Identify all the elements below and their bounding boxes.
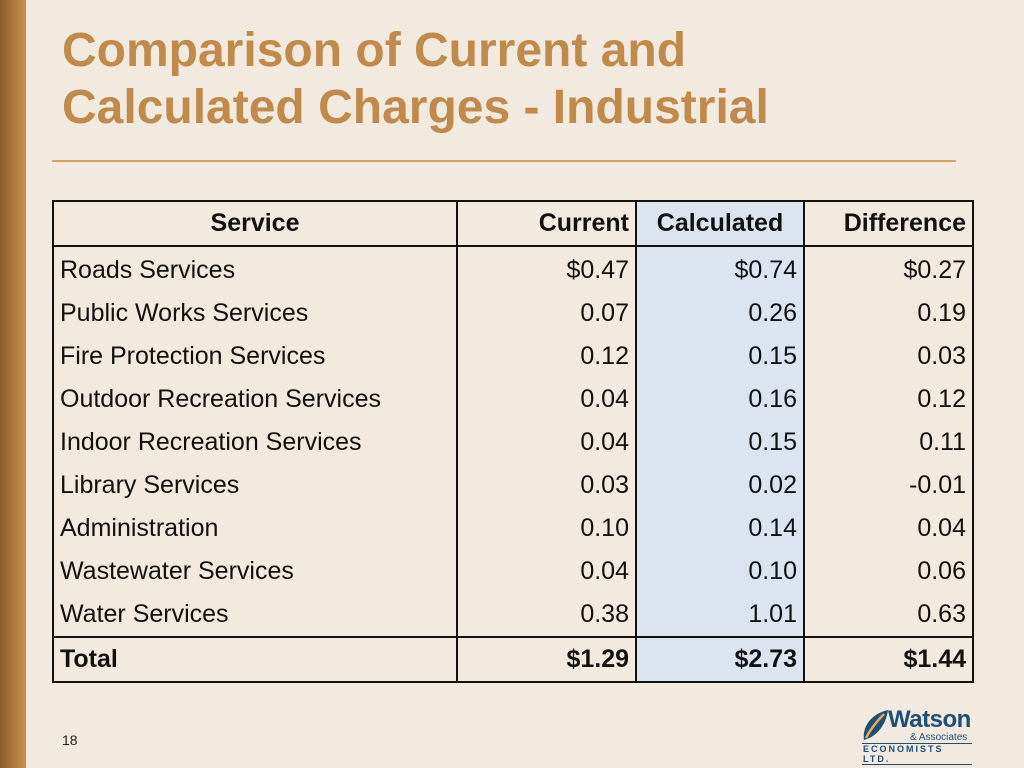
current-cell: $0.47 [456, 246, 637, 292]
header-calculated: Calculated [635, 200, 805, 247]
calculated-cell: 0.26 [635, 292, 805, 335]
header-difference: Difference [803, 200, 974, 247]
calculated-cell: 0.14 [635, 507, 805, 550]
difference-cell: 0.19 [803, 292, 974, 335]
difference-cell: 0.06 [803, 550, 974, 593]
current-cell: 0.12 [456, 335, 637, 378]
service-cell: Outdoor Recreation Services [52, 378, 458, 421]
calculated-cell: 0.16 [635, 378, 805, 421]
total-row: Total $1.29 $2.73 $1.44 [52, 636, 974, 683]
difference-cell: 0.12 [803, 378, 974, 421]
table-row: Library Services 0.03 0.02 -0.01 [52, 464, 974, 507]
total-difference: $1.44 [803, 636, 974, 683]
logo-tagline: ECONOMISTS LTD. [862, 743, 972, 765]
current-cell: 0.03 [456, 464, 637, 507]
slide-title: Comparison of Current and Calculated Cha… [62, 22, 982, 136]
calculated-cell: 1.01 [635, 593, 805, 637]
header-service: Service [52, 200, 458, 247]
service-cell: Fire Protection Services [52, 335, 458, 378]
current-cell: 0.07 [456, 292, 637, 335]
page-number: 18 [62, 732, 78, 748]
header-current: Current [456, 200, 637, 247]
logo-subtitle: & Associates [910, 732, 968, 743]
table-row: Administration 0.10 0.14 0.04 [52, 507, 974, 550]
current-cell: 0.04 [456, 550, 637, 593]
calculated-cell: 0.15 [635, 335, 805, 378]
table-row: Public Works Services 0.07 0.26 0.19 [52, 292, 974, 335]
current-cell: 0.10 [456, 507, 637, 550]
difference-cell: 0.04 [803, 507, 974, 550]
table-header-row: Service Current Calculated Difference [52, 200, 974, 247]
leaf-icon [863, 710, 888, 740]
difference-cell: 0.11 [803, 421, 974, 464]
total-calculated: $2.73 [635, 636, 805, 683]
difference-cell: 0.03 [803, 335, 974, 378]
service-cell: Indoor Recreation Services [52, 421, 458, 464]
calculated-cell: $0.74 [635, 246, 805, 292]
table-row: Water Services 0.38 1.01 0.63 [52, 593, 974, 637]
calculated-cell: 0.15 [635, 421, 805, 464]
title-line-2: Calculated Charges - Industrial [62, 81, 769, 134]
table-row: Fire Protection Services 0.12 0.15 0.03 [52, 335, 974, 378]
current-cell: 0.04 [456, 378, 637, 421]
table-row: Wastewater Services 0.04 0.10 0.06 [52, 550, 974, 593]
table-row: Indoor Recreation Services 0.04 0.15 0.1… [52, 421, 974, 464]
calculated-cell: 0.10 [635, 550, 805, 593]
watson-logo: Watson & Associates ECONOMISTS LTD. [860, 706, 972, 765]
current-cell: 0.38 [456, 593, 637, 637]
service-cell: Library Services [52, 464, 458, 507]
table-row: Roads Services $0.47 $0.74 $0.27 [52, 246, 974, 292]
charges-table: Service Current Calculated Difference Ro… [52, 200, 974, 683]
side-accent-bar [0, 0, 26, 768]
difference-cell: $0.27 [803, 246, 974, 292]
service-cell: Roads Services [52, 246, 458, 292]
table-row: Outdoor Recreation Services 0.04 0.16 0.… [52, 378, 974, 421]
logo-name: Watson [888, 706, 971, 733]
service-cell: Wastewater Services [52, 550, 458, 593]
service-cell: Administration [52, 507, 458, 550]
title-line-1: Comparison of Current and [62, 24, 687, 77]
service-cell: Water Services [52, 593, 458, 637]
total-current: $1.29 [456, 636, 637, 683]
difference-cell: -0.01 [803, 464, 974, 507]
calculated-cell: 0.02 [635, 464, 805, 507]
title-divider [52, 160, 956, 162]
current-cell: 0.04 [456, 421, 637, 464]
difference-cell: 0.63 [803, 593, 974, 637]
total-label: Total [52, 636, 458, 683]
service-cell: Public Works Services [52, 292, 458, 335]
